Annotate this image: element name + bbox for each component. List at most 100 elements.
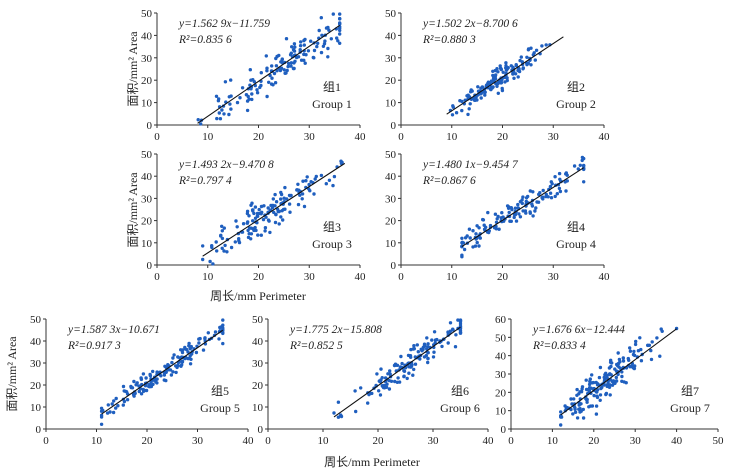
data-point [465,94,469,98]
data-point [424,353,428,358]
data-point [335,36,339,40]
data-point [517,67,521,71]
data-point [594,404,599,408]
data-point [270,64,274,68]
data-point [409,347,413,352]
data-point [139,392,144,396]
data-point [237,237,241,241]
data-point [273,81,278,85]
data-point [620,379,624,383]
x-tick-label: 10 [91,435,103,447]
data-point [416,350,420,354]
x-tick-label: 0 [154,131,160,143]
y-tick-label: 30 [30,358,42,370]
data-point [475,224,479,228]
data-point [289,64,293,68]
group-label-en: Group 7 [670,401,710,415]
group-label-cn: 组2 [567,80,585,94]
data-point [267,219,271,223]
data-point [533,209,537,213]
data-point [526,61,530,65]
data-point [557,186,562,191]
y-tick-label: 10 [385,98,397,110]
data-point [154,380,158,384]
data-point [221,318,225,322]
data-point [595,394,599,398]
data-point [221,330,225,335]
data-point [324,26,329,30]
x-tick-label: 20 [253,271,265,283]
data-point [448,321,453,325]
y-tick-label: 40 [495,351,507,363]
data-point [237,240,242,245]
y-tick-label: 20 [30,380,42,392]
y-tick-label: 20 [141,216,153,228]
data-point [319,16,323,20]
data-point [293,45,297,49]
y-tick-label: 20 [495,387,507,399]
data-point [505,76,509,80]
data-point [263,226,268,230]
data-point [278,68,283,73]
data-point [608,360,613,364]
data-point [111,410,116,415]
data-point [573,406,577,410]
x-tick-label: 40 [355,271,367,283]
data-point [197,341,201,345]
data-point [235,100,240,105]
data-point [298,193,302,197]
data-point [296,202,301,207]
y-tick-label: 50 [141,149,153,161]
data-point [220,224,224,228]
r-squared-label: R²=0.833 4 [532,340,586,352]
data-point [580,158,584,163]
data-point [285,68,289,73]
data-point [512,215,516,220]
y-tick-label: 30 [385,193,397,205]
data-point [530,202,534,206]
data-point [221,323,225,327]
data-point [196,118,200,122]
data-point [531,214,535,218]
data-point [246,94,250,99]
data-point [475,240,479,245]
data-point [274,64,279,68]
data-point [289,61,294,65]
data-point [183,347,187,351]
x-tick-label: 20 [373,435,385,447]
data-point [315,44,319,49]
data-point [578,163,582,167]
data-point [553,194,557,199]
data-point [606,380,610,384]
x-tick-label: 50 [713,435,725,447]
group-label-en: Group 6 [440,401,480,415]
data-point [331,12,335,16]
data-point [296,182,300,186]
x-tick-label: 0 [265,435,271,447]
data-point [106,403,111,407]
data-point [223,80,228,84]
data-point [573,410,578,414]
data-point [426,342,430,346]
data-point [598,398,602,402]
data-point [649,357,654,362]
data-point [370,391,374,396]
group-label-en: Group 5 [200,401,240,415]
data-point [249,237,253,241]
data-point [531,190,535,194]
data-point [517,212,521,216]
data-point [621,356,625,360]
data-point [171,356,175,360]
data-point [201,257,205,262]
data-point [267,80,271,85]
data-point [208,259,212,264]
y-tick-label: 0 [147,260,153,272]
data-point [485,230,490,234]
data-point [473,244,478,248]
data-point [407,365,411,369]
data-point [227,95,231,99]
data-point [176,355,180,359]
x-tick-label: 20 [497,271,509,283]
data-point [580,385,585,389]
data-point [311,55,315,60]
